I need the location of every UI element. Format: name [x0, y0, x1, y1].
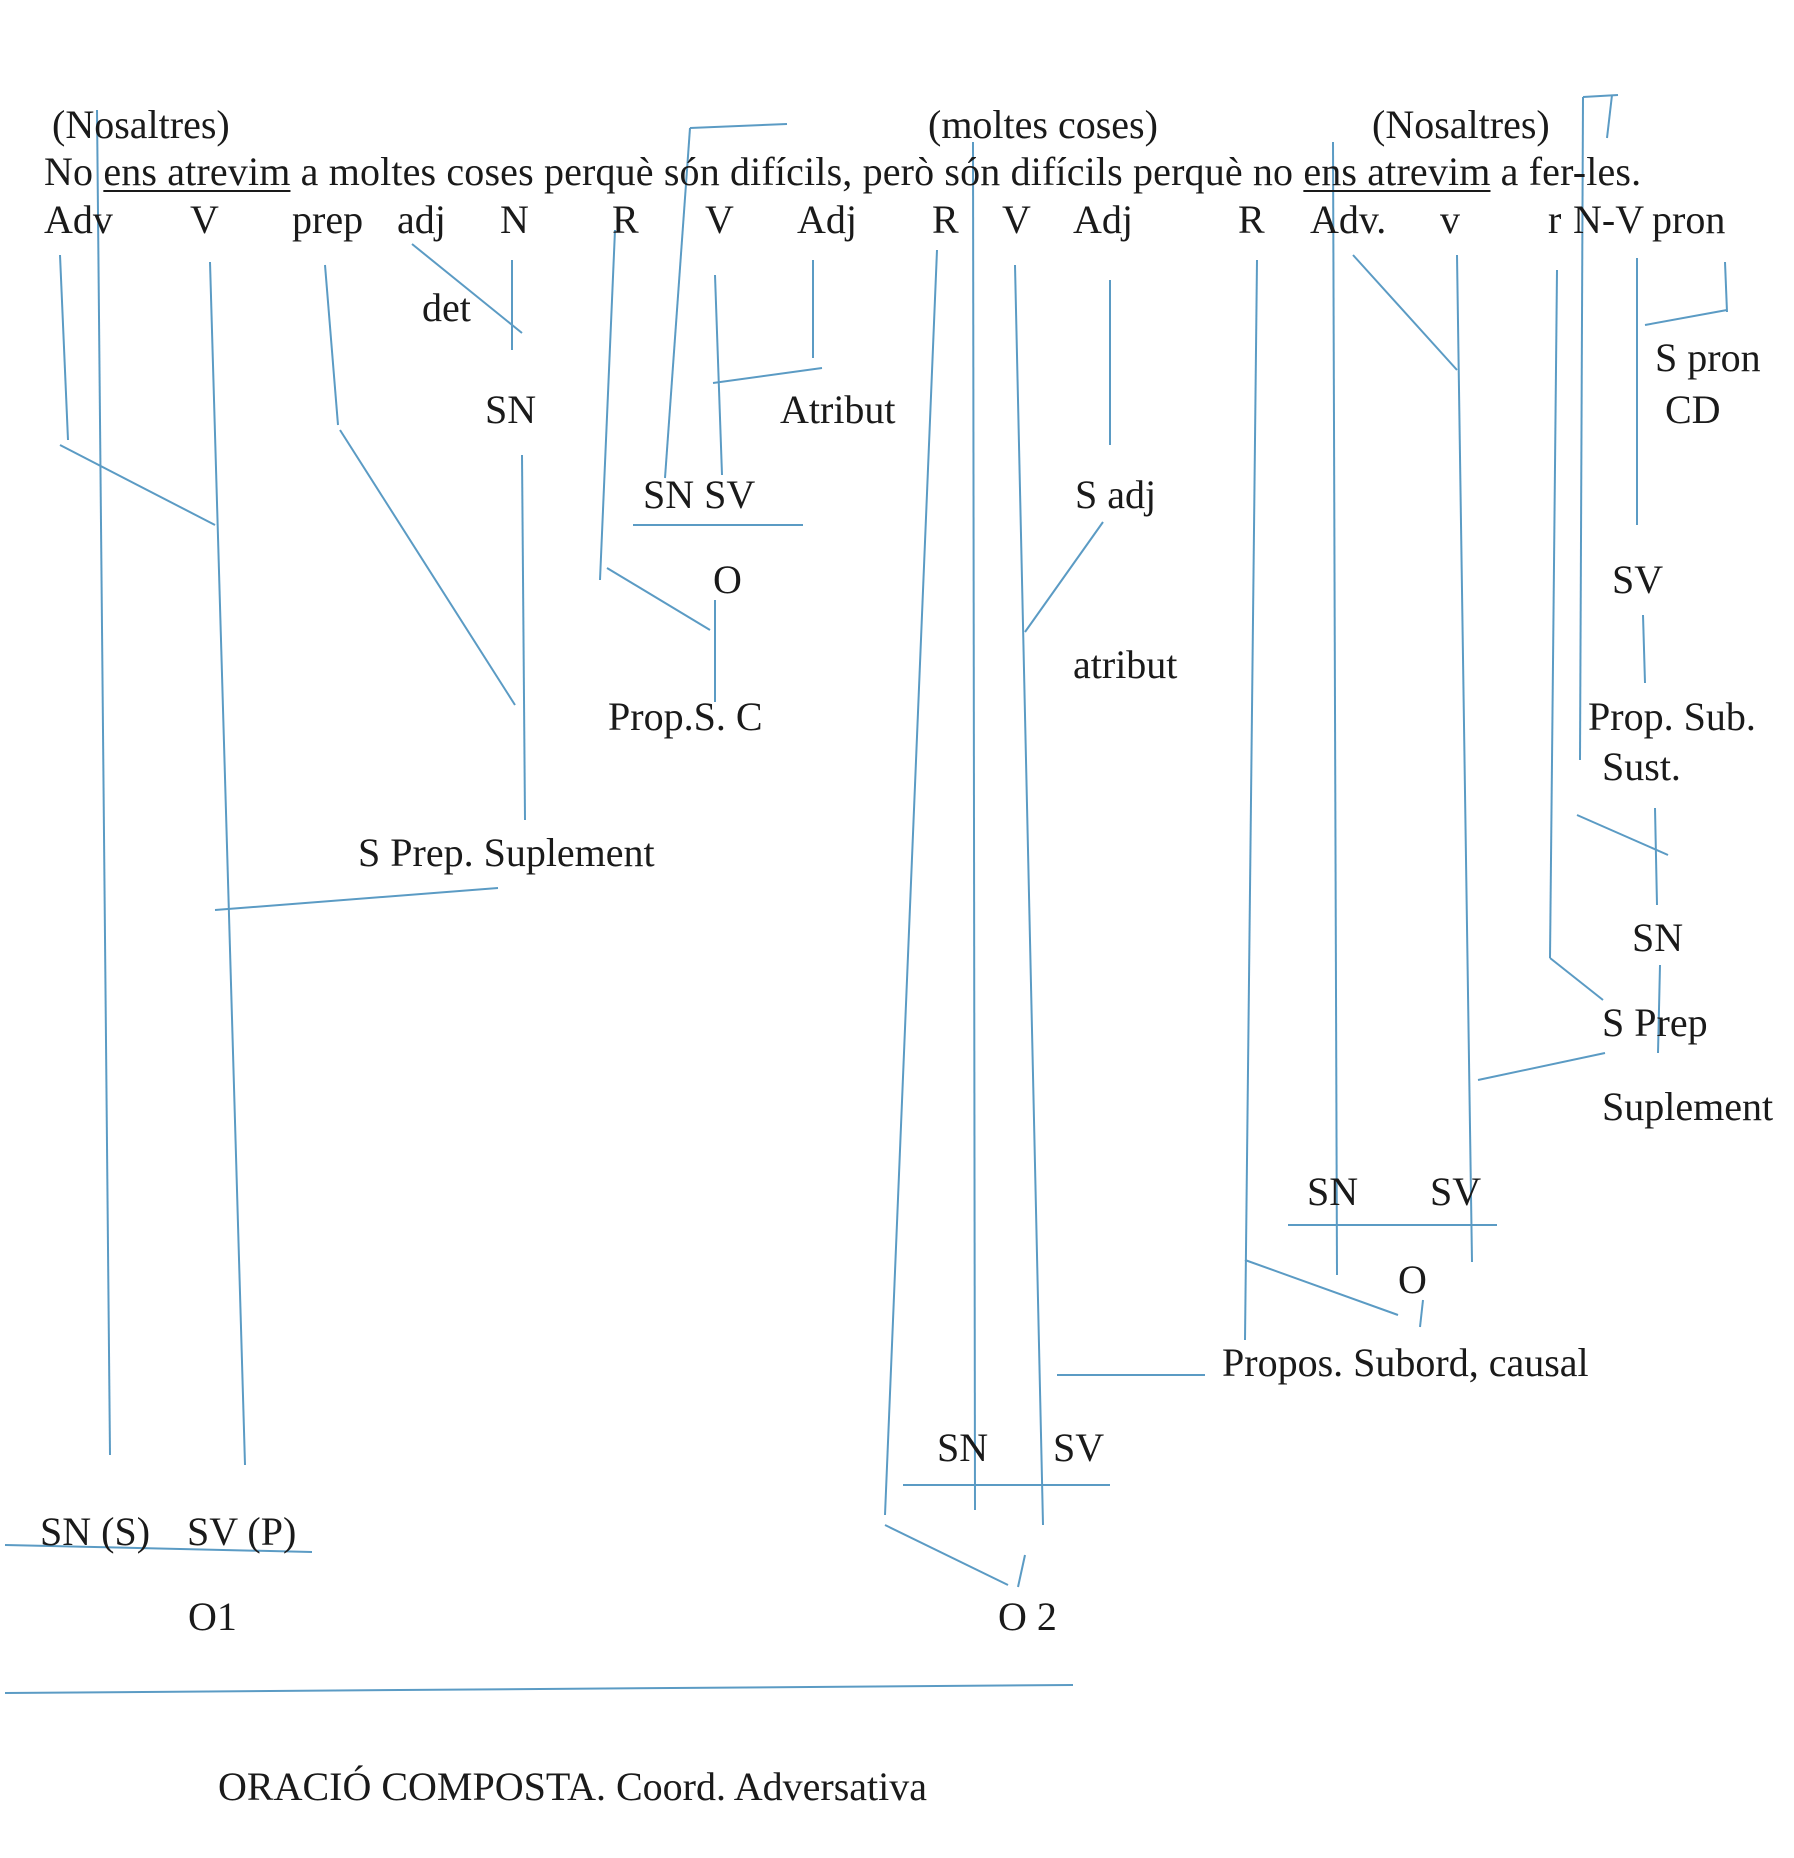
- label-propos-causal: Propos. Subord, causal: [1222, 1340, 1589, 1385]
- branch-line: [214, 887, 499, 911]
- branch-line: [1352, 254, 1458, 371]
- branch-line: [1549, 269, 1558, 959]
- sentence-segment: a fer-les.: [1500, 149, 1642, 194]
- sentence-segment: a moltes coses perquè són difícils, però…: [300, 149, 1294, 194]
- label-s-prep-suplement: S Prep. Suplement: [358, 830, 655, 875]
- label-sv: SV: [1612, 557, 1664, 602]
- branch-line: [1724, 261, 1728, 313]
- branch-line: [1017, 1554, 1026, 1588]
- branch-line: [59, 254, 69, 441]
- label-sn: SN: [1307, 1169, 1359, 1214]
- branch-line: [1576, 814, 1669, 856]
- branch-line: [712, 367, 823, 384]
- branch-line: [714, 274, 723, 476]
- branch-line: [1244, 1259, 1399, 1316]
- branch-line: [1419, 1299, 1424, 1328]
- branch-line: [1549, 957, 1604, 1001]
- branch-line: [884, 1524, 1009, 1586]
- branch-line: [1579, 96, 1584, 761]
- label-s-pron: S pron: [1655, 335, 1761, 380]
- branch-line: [1477, 1052, 1606, 1081]
- branch-line: [1644, 309, 1728, 326]
- label-sv-p: SV (P): [187, 1509, 297, 1554]
- branch-line: [324, 264, 339, 426]
- pos-tag: V: [1002, 197, 1031, 242]
- pos-tag: Adv: [44, 197, 113, 242]
- branch-line: [606, 567, 711, 631]
- pos-tag: pron: [1652, 197, 1726, 242]
- pos-tag: r: [1548, 197, 1562, 242]
- branch-line: [339, 429, 516, 706]
- label-o1: O1: [188, 1594, 237, 1639]
- implied-object: (moltes coses): [928, 102, 1158, 147]
- word-ens-atrevim: ens atrevim: [1303, 149, 1491, 194]
- pos-tag: prep: [292, 197, 364, 242]
- label-sn: SN: [1632, 915, 1684, 960]
- branch-line: [1606, 94, 1613, 139]
- branch-line: [59, 444, 216, 526]
- label-sn: SN: [937, 1425, 989, 1470]
- branch-line: [1654, 807, 1658, 906]
- branch-line: [1657, 964, 1661, 1054]
- pos-tag: Adj: [1073, 197, 1133, 242]
- branch-line: [1244, 259, 1258, 1341]
- pos-tag: adj: [397, 197, 446, 242]
- word-ens-atrevim: ens atrevim: [103, 149, 291, 194]
- label-suplement: Suplement: [1602, 1084, 1774, 1129]
- label-cd: CD: [1665, 387, 1721, 432]
- implied-subject-2: (Nosaltres): [1372, 102, 1550, 147]
- label-sust: Sust.: [1602, 744, 1681, 789]
- label-s-adj: S adj: [1075, 472, 1157, 517]
- pos-tag: R: [612, 197, 639, 242]
- pos-tag: Adj: [797, 197, 857, 242]
- pos-tag: V: [190, 197, 219, 242]
- label-s-prep: S Prep: [1602, 1000, 1708, 1045]
- implied-subject-1: (Nosaltres): [52, 102, 230, 147]
- branch-line: [521, 454, 526, 821]
- branch-line: [884, 249, 938, 1516]
- branch-line: [1014, 264, 1044, 1526]
- label-sv: SV: [1430, 1169, 1482, 1214]
- branch-line: [96, 109, 111, 1456]
- pos-tag: Adv.: [1310, 197, 1387, 242]
- branch-line: [1456, 254, 1473, 1263]
- word-no: No: [44, 149, 94, 194]
- label-sn: SN: [485, 387, 537, 432]
- label-o: O: [713, 557, 742, 602]
- label-o: O: [1398, 1257, 1427, 1302]
- branch-line: [599, 229, 616, 581]
- pos-tag: v: [1440, 197, 1460, 242]
- pos-tag: N: [500, 197, 529, 242]
- label-prop-sc: Prop.S. C: [608, 694, 763, 739]
- branch-line: [4, 1544, 313, 1553]
- pos-tag: R: [1238, 197, 1265, 242]
- pos-tag: N-V: [1573, 197, 1645, 242]
- branch-line: [664, 127, 691, 479]
- branch-line: [1332, 141, 1338, 1276]
- branch-line: [1024, 521, 1104, 633]
- label-o2: O 2: [998, 1594, 1057, 1639]
- branch-line: [209, 261, 246, 1466]
- caption: ORACIÓ COMPOSTA. Coord. Adversativa: [218, 1764, 928, 1809]
- label-atribut: atribut: [1073, 642, 1178, 687]
- branch-line: [4, 1684, 1074, 1694]
- branch-line: [689, 123, 788, 129]
- pos-tag: R: [932, 197, 959, 242]
- label-det: det: [422, 285, 471, 330]
- branch-line: [972, 141, 976, 1511]
- sentence-line: No ens atrevim a moltes coses perquè són…: [44, 152, 1641, 192]
- branch-line: [411, 243, 523, 334]
- pos-tag: V: [705, 197, 734, 242]
- label-prop-sub: Prop. Sub.: [1588, 694, 1756, 739]
- label-atribut: Atribut: [780, 387, 896, 432]
- label-sn-s: SN (S): [40, 1509, 151, 1554]
- branch-line: [1642, 614, 1646, 684]
- label-sn-sv: SN SV: [643, 472, 756, 517]
- label-sv: SV: [1053, 1425, 1105, 1470]
